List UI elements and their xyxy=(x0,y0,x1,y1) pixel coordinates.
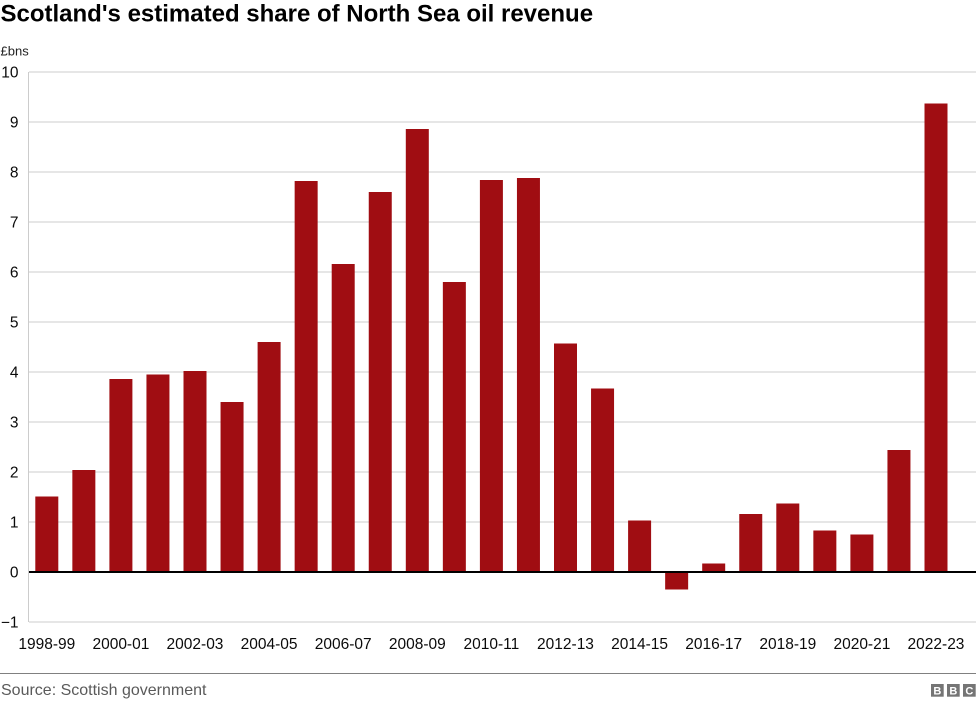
svg-text:C: C xyxy=(965,685,973,697)
svg-text:1: 1 xyxy=(10,515,19,532)
svg-text:−1: −1 xyxy=(1,615,19,632)
svg-text:B: B xyxy=(933,685,941,697)
svg-text:Scotland's estimated share of: Scotland's estimated share of North Sea … xyxy=(1,1,594,28)
svg-text:Source: Scottish government: Source: Scottish government xyxy=(1,682,207,699)
svg-text:9: 9 xyxy=(10,115,19,132)
svg-text:4: 4 xyxy=(10,365,19,382)
svg-text:5: 5 xyxy=(10,315,19,332)
svg-text:2002-03: 2002-03 xyxy=(167,636,224,653)
svg-text:2: 2 xyxy=(10,465,19,482)
svg-text:3: 3 xyxy=(10,415,19,432)
svg-text:10: 10 xyxy=(1,65,19,82)
svg-text:2014-15: 2014-15 xyxy=(611,636,668,653)
svg-text:2000-01: 2000-01 xyxy=(92,636,149,653)
svg-text:2022-23: 2022-23 xyxy=(908,636,965,653)
svg-text:£bns: £bns xyxy=(1,44,30,59)
svg-text:2006-07: 2006-07 xyxy=(315,636,372,653)
svg-text:2016-17: 2016-17 xyxy=(685,636,742,653)
svg-text:7: 7 xyxy=(10,215,19,232)
svg-text:2008-09: 2008-09 xyxy=(389,636,446,653)
svg-text:6: 6 xyxy=(10,265,19,282)
svg-text:2012-13: 2012-13 xyxy=(537,636,594,653)
svg-text:8: 8 xyxy=(10,165,19,182)
svg-text:B: B xyxy=(949,685,957,697)
svg-text:2004-05: 2004-05 xyxy=(241,636,298,653)
svg-text:2010-11: 2010-11 xyxy=(464,636,520,653)
svg-text:2020-21: 2020-21 xyxy=(833,636,890,653)
svg-text:1998-99: 1998-99 xyxy=(18,636,75,653)
svg-text:0: 0 xyxy=(10,565,19,582)
svg-text:2018-19: 2018-19 xyxy=(759,636,816,653)
